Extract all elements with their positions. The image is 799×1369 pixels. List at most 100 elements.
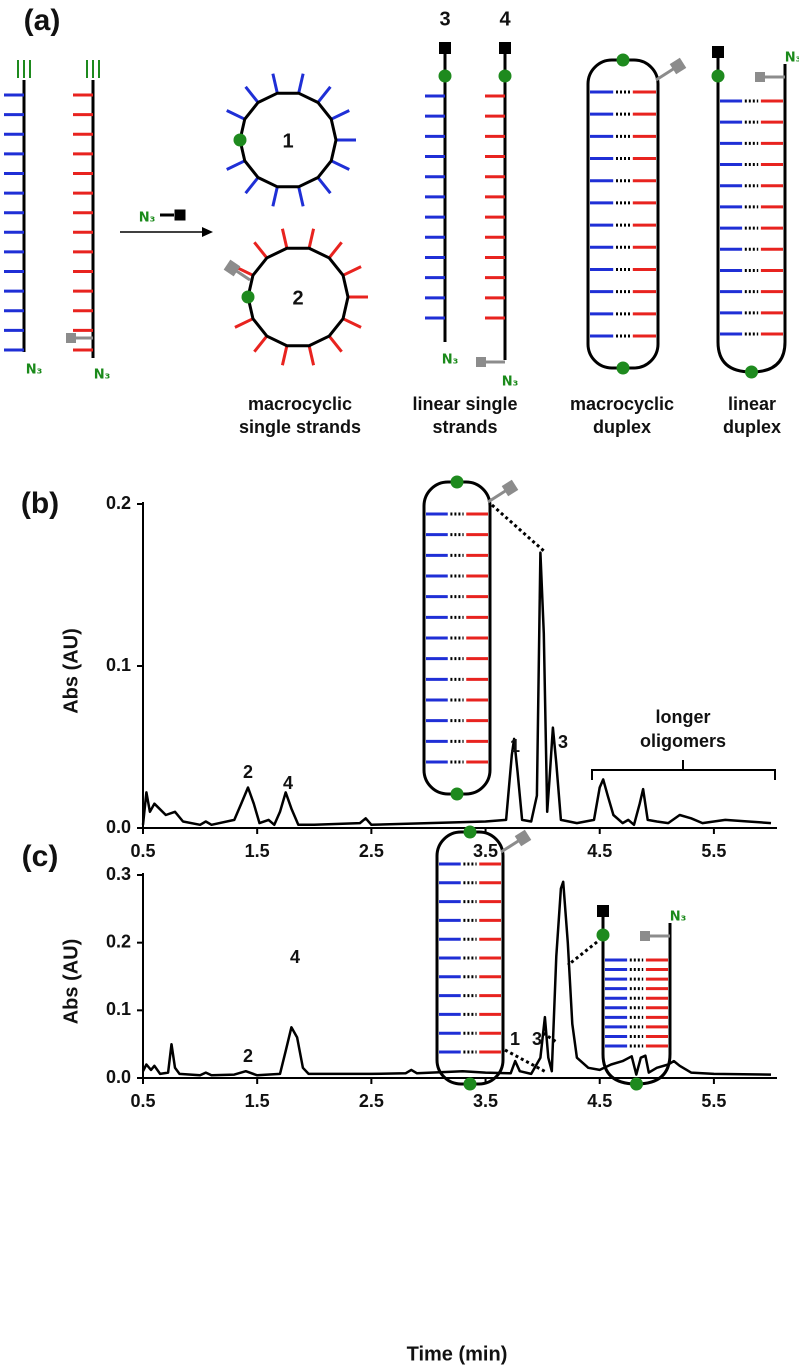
grip (755, 72, 765, 82)
end-group (597, 905, 609, 917)
x-tick-label: 5.5 (701, 841, 726, 861)
linker-dot (450, 475, 464, 489)
compound-label: 1 (282, 130, 293, 152)
connector (491, 503, 546, 554)
y-tick-label: 0.0 (106, 817, 131, 837)
connector (542, 1031, 559, 1045)
macrocyclic-duplex (586, 58, 660, 370)
grip (66, 333, 76, 343)
grip (669, 57, 687, 75)
base (297, 186, 305, 207)
caption: linear (728, 394, 776, 414)
azide-label: N₃ (94, 368, 111, 383)
x-tick-label: 4.5 (587, 1091, 612, 1111)
grip (476, 357, 486, 367)
caption: macrocyclic (570, 394, 674, 414)
azide-label: N₃ (442, 353, 459, 368)
base (307, 228, 316, 249)
base (316, 85, 332, 104)
bracket (591, 760, 776, 780)
azide-label: N₃ (785, 51, 799, 66)
end-group (712, 46, 724, 58)
x-axis-title: Time (min) (407, 1343, 508, 1365)
trace (141, 880, 772, 1077)
arrow-head (202, 227, 213, 237)
y-tick-label: 0.3 (106, 864, 131, 884)
peak-label: 1 (510, 736, 520, 756)
linker-dot (498, 69, 512, 83)
linker-dot (596, 928, 610, 942)
x-tick-label: 0.5 (130, 1091, 155, 1111)
base (226, 159, 246, 171)
base (297, 73, 305, 94)
x-tick-label: 2.5 (359, 841, 384, 861)
panel-label: (c) (22, 840, 59, 873)
y-tick-label: 0.2 (106, 931, 131, 951)
x-tick-label: 1.5 (245, 1091, 270, 1111)
linker-dot (745, 365, 758, 379)
base (307, 345, 316, 366)
y-axis-title: Abs (AU) (60, 939, 82, 1025)
x-tick-label: 1.5 (245, 841, 270, 861)
peak-label: 1 (510, 1029, 520, 1049)
peak-label: 2 (243, 1046, 253, 1066)
azide-label: N₃ (670, 910, 687, 925)
y-tick-label: 0.2 (106, 493, 131, 513)
trace (141, 551, 772, 827)
linker-dot (463, 1077, 477, 1091)
end-group (499, 42, 511, 54)
base (226, 109, 246, 121)
peak-label: oligomers (640, 731, 726, 751)
caption: duplex (593, 417, 651, 437)
panel-label: (a) (24, 4, 61, 37)
linker-dot (233, 133, 247, 147)
linker-dot (450, 787, 464, 801)
base (280, 345, 289, 366)
caption: macrocyclic (248, 394, 352, 414)
azide-label: N₃ (502, 375, 519, 390)
base (234, 317, 254, 329)
linker-dot (616, 53, 630, 67)
compound-label: 3 (439, 8, 450, 30)
x-tick-label: 3.5 (473, 841, 498, 861)
base (330, 109, 350, 121)
grip (223, 259, 241, 277)
peak-label: 4 (283, 773, 293, 793)
base (253, 335, 268, 353)
caption: single strands (239, 417, 361, 437)
base (271, 73, 279, 94)
grip (501, 479, 519, 497)
panel-label: (b) (21, 487, 59, 520)
base (328, 241, 343, 259)
base (316, 176, 332, 195)
base (328, 335, 343, 353)
peak-label: 3 (558, 732, 568, 752)
caption: duplex (723, 417, 781, 437)
base (280, 228, 289, 249)
y-tick-label: 0.0 (106, 1067, 131, 1087)
y-axis-title: Abs (AU) (60, 628, 82, 714)
base (253, 241, 268, 259)
linker-dot (241, 290, 255, 304)
linker-dot (616, 361, 630, 375)
base (342, 317, 362, 329)
linker-dot (463, 825, 477, 839)
caption: linear single (412, 394, 517, 414)
base (244, 85, 260, 104)
base (271, 186, 279, 207)
linker-dot (711, 69, 725, 83)
linker-dot (630, 1077, 643, 1091)
peak-label: 2 (243, 762, 253, 782)
x-tick-label: 4.5 (587, 841, 612, 861)
grip (514, 829, 532, 847)
x-tick-label: 0.5 (130, 841, 155, 861)
y-tick-label: 0.1 (106, 655, 131, 675)
compound-label: 2 (292, 287, 303, 309)
peak-label: longer (655, 707, 710, 727)
grip (640, 931, 650, 941)
connector (567, 940, 598, 967)
azide-label: N₃ (139, 211, 156, 226)
base (342, 265, 362, 277)
connector (504, 1048, 547, 1074)
